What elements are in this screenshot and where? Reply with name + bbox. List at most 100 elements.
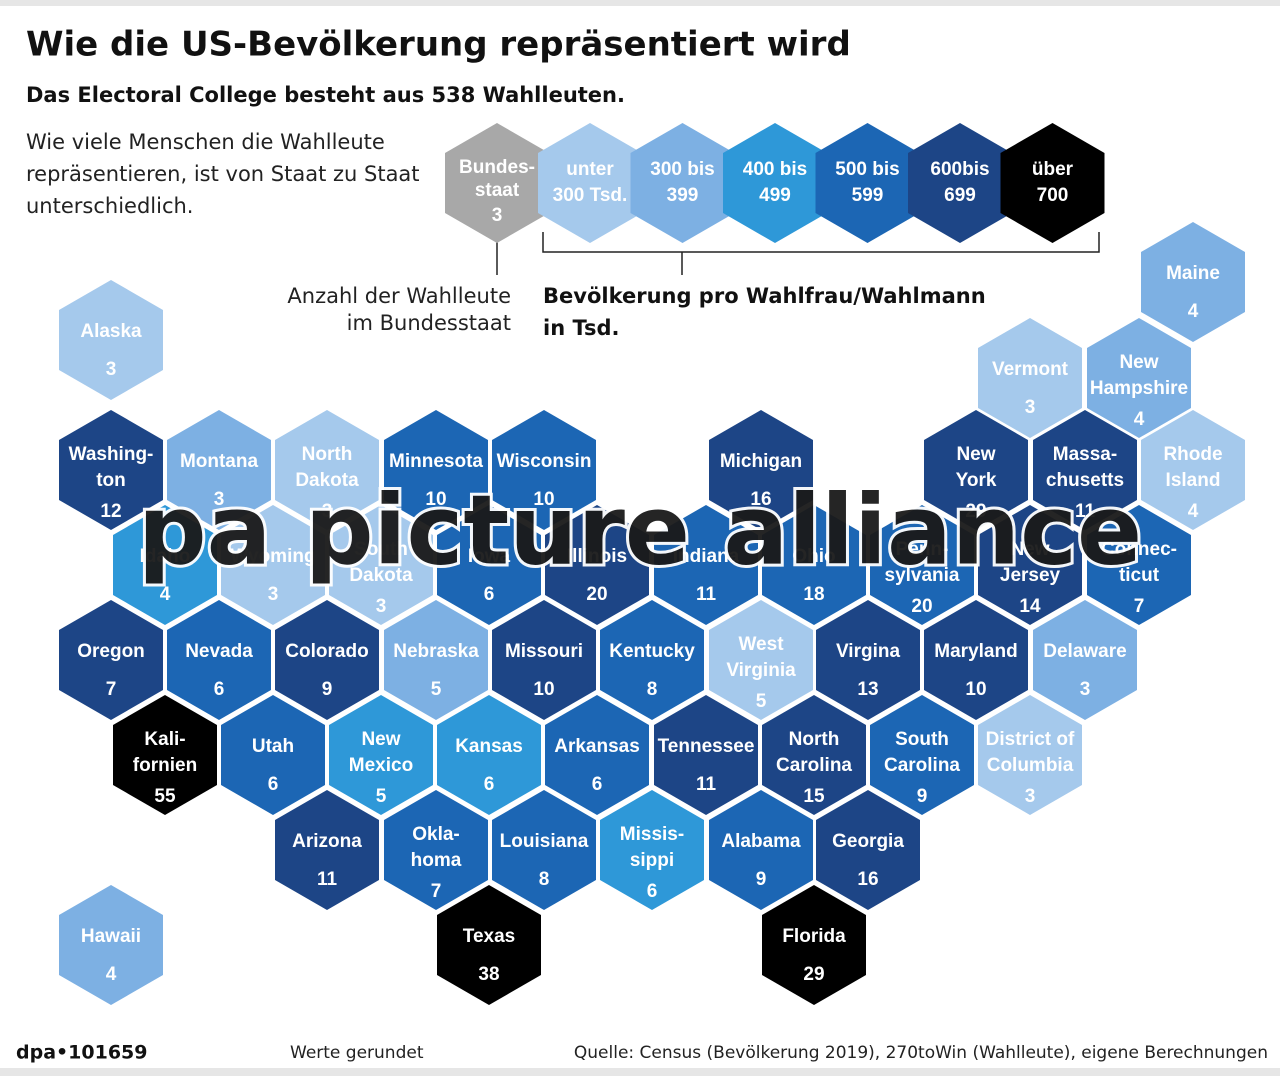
state-name: New [1010,539,1049,560]
hex-label: 300 bis [650,159,714,180]
state-name: Carolina [776,755,852,776]
state-name: South [895,729,949,750]
state-hex [600,790,704,910]
state-electors: 7 [431,881,442,902]
legend-note: in Tsd. [543,316,620,340]
state-hex [654,505,758,625]
state-hex [816,600,920,720]
state-name: West [738,634,784,655]
state-name: fornien [133,755,197,776]
hex-label: 499 [759,185,791,206]
state-electors: 6 [592,774,603,795]
state-hex [816,790,920,910]
state-electors: 5 [376,786,387,807]
state-name: York [956,470,997,491]
state-electors: 13 [857,679,878,700]
legend-note: Bevölkerung pro Wahlfrau/Wahlmann [543,284,986,308]
state-electors: 4 [1188,501,1199,522]
state-hex [600,600,704,720]
state-name: Vermont [992,359,1069,380]
state-name: Michigan [720,451,802,472]
hex-label: über [1032,159,1074,180]
state-name: Penn- [896,539,949,560]
state-electors: 11 [696,774,717,795]
footer-note: Werte gerundet [290,1043,424,1063]
state-name: Georgia [832,831,904,852]
state-hex [762,505,866,625]
state-hex [492,790,596,910]
state-name: Delaware [1043,641,1126,662]
state-name: Wyoming [230,546,315,567]
state-hex [978,695,1082,815]
state-name: Alabama [721,831,801,852]
state-name: sippi [630,850,674,871]
state-name: North [302,444,353,465]
subtitle: Das Electoral College besteht aus 538 Wa… [26,83,625,107]
state-hex [384,790,488,910]
hex-label: Bundes- [459,157,535,178]
state-name: Missouri [505,641,583,662]
state-hex [762,885,866,1005]
state-name: Rhode [1163,444,1222,465]
state-name: Ohio [792,546,835,567]
state-electors: 3 [214,489,225,510]
state-name: Okla- [412,824,460,845]
state-name: North [789,729,840,750]
state-hex [167,600,271,720]
state-hex [709,410,813,530]
state-name: Missis- [620,824,684,845]
state-electors: 7 [106,679,117,700]
state-name: ton [96,470,126,491]
state-electors: 20 [911,596,932,617]
state-hex [870,695,974,815]
intro-line: unterschiedlich. [26,194,194,218]
hex [538,123,642,243]
hex-label: 600bis [930,159,989,180]
state-name: Kansas [455,736,523,757]
state-name: Arkansas [554,736,640,757]
top-band [0,0,1280,6]
state-name: New [1119,352,1158,373]
state-electors: 3 [1025,786,1036,807]
hex-label: 3 [492,205,503,226]
state-name: Minnesota [389,451,483,472]
state-name: chusetts [1046,470,1124,491]
state-electors: 18 [803,584,824,605]
state-hex [654,695,758,815]
state-name: Alaska [80,321,142,342]
hex-label: 500 bis [835,159,899,180]
legend-note: Anzahl der Wahlleute [287,284,511,308]
state-hex [113,505,217,625]
state-name: Kentucky [609,641,695,662]
hex [908,123,1012,243]
state-electors: 12 [100,501,121,522]
state-hex [492,600,596,720]
state-hex [329,505,433,625]
state-electors: 3 [322,501,333,522]
state-name: Louisiana [500,831,589,852]
state-hex [545,505,649,625]
state-name: Connec- [1101,539,1177,560]
state-electors: 6 [484,774,495,795]
state-electors: 29 [965,501,986,522]
intro-line: repräsentieren, ist von Staat zu Staat [26,162,420,186]
state-electors: 4 [106,964,117,985]
state-name: Texas [463,926,515,947]
hex [815,123,920,243]
hex-label: 400 bis [743,159,807,180]
state-hex [1087,318,1191,438]
hex-label: 300 Tsd. [553,185,628,206]
state-name: Kali- [144,729,185,750]
state-electors: 10 [965,679,986,700]
state-hex [437,885,541,1005]
state-hex [221,505,325,625]
state-hex [492,410,596,530]
state-name: Idaho [140,546,191,567]
state-name: Montana [180,451,259,472]
state-name: Massa- [1053,444,1117,465]
state-electors: 10 [533,489,554,510]
state-electors: 4 [160,584,171,605]
hex [723,123,827,243]
state-hex [384,600,488,720]
